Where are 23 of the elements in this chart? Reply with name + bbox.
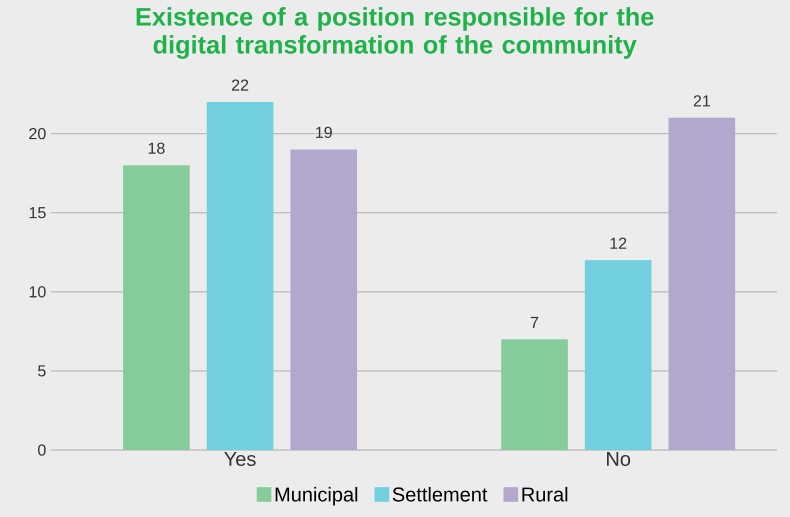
legend-label: Settlement (392, 486, 488, 502)
legend-label: Rural (522, 486, 568, 502)
data-label: 22 (232, 79, 248, 91)
bar (123, 165, 190, 450)
chart-title: Existence of a position responsible for the digital transformation of the community (136, 7, 654, 59)
bar (290, 149, 358, 450)
y-tick-label: 0 (38, 444, 46, 456)
data-label: 7 (530, 316, 538, 328)
data-label: 19 (316, 126, 332, 138)
bar (668, 118, 736, 450)
data-label: 12 (610, 238, 626, 249)
bar (206, 102, 274, 450)
x-tick-label: Yes (224, 452, 256, 466)
x-tick-label: No (607, 452, 630, 466)
y-tick-label: 15 (30, 207, 46, 218)
legend-label: Municipal (276, 486, 358, 506)
data-label: 18 (148, 142, 165, 154)
bar (584, 260, 652, 450)
data-label: 21 (694, 95, 710, 106)
y-tick-label: 5 (38, 365, 46, 376)
y-tick-label: 10 (30, 286, 46, 298)
y-tick-label: 20 (29, 128, 46, 140)
bar (501, 339, 568, 450)
